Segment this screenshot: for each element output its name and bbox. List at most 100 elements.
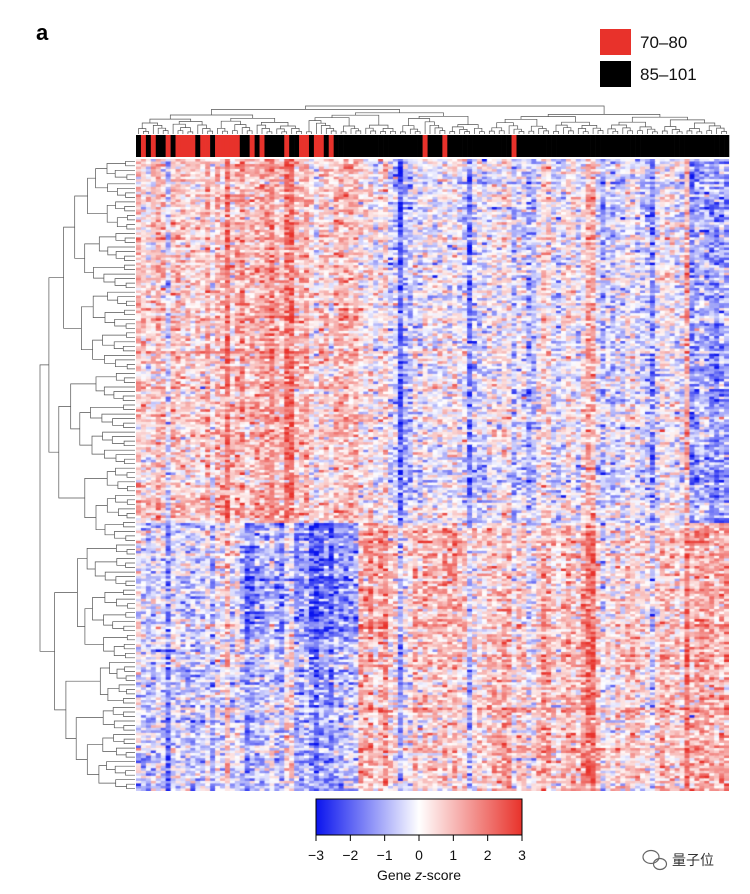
dendrogram-branch [266,131,273,134]
annotation-cell [363,135,369,157]
annotation-cell [719,135,725,157]
dendrogram-branch [115,373,135,381]
annotation-cell [714,135,720,157]
annotation-cell [531,135,537,157]
dendrogram-branch [118,684,135,693]
dendrogram-branch [370,130,377,134]
annotation-cell [491,135,498,157]
dendrogram-branch [116,558,135,566]
dendrogram-branch [434,127,443,134]
dendrogram-branch [169,114,254,120]
colorbar-tick-label: −3 [308,847,324,863]
dendrogram-branch [115,494,135,503]
dendrogram-branch [115,576,135,584]
dendrogram-branch [123,738,135,744]
dendrogram-branch [123,725,135,731]
dendrogram-branch [81,306,94,351]
annotation-cell [323,135,330,157]
dendrogram-branch [126,513,135,519]
dendrogram-branch [113,341,135,349]
dendrogram-branch [607,128,616,134]
dendrogram-branch [627,130,633,134]
dendrogram-branch [104,449,135,459]
annotation-cell [481,135,488,157]
dendrogram-branch [314,117,350,126]
annotation-cell [392,135,399,157]
annotation-cell [264,135,270,157]
dendrogram-branch [390,130,396,134]
dendrogram-branch [543,130,549,134]
dendrogram-branch [93,266,125,279]
dendrogram-branch [102,737,117,752]
annotation-cell [625,135,631,157]
dendrogram-branch [95,376,117,392]
dendrogram-branch [528,130,535,134]
dendrogram-branch [117,481,135,489]
dendrogram-branch [123,711,135,717]
dendrogram-branch [123,522,135,528]
annotation-cell [373,135,379,157]
dendrogram-branch [178,121,203,125]
dendrogram-branch [98,765,116,784]
dendrogram-branch [122,345,135,352]
annotation-cell [313,135,320,157]
dendrogram-branch [232,130,238,134]
annotation-cell [150,135,157,157]
dendrogram-branch [87,177,108,215]
dendrogram-branch [222,130,228,134]
dendrogram-branch [220,120,241,129]
dendrogram-branch [117,296,135,304]
dendrogram-branch [113,391,135,399]
annotation-cell [215,135,221,157]
dendrogram-branch [103,614,126,626]
annotation-cell [442,135,448,157]
dendrogram-branch [114,169,135,178]
annotation-cell [220,135,226,157]
dendrogram-branch [125,535,135,541]
dendrogram-branch [555,124,568,132]
dendrogram-branch [104,312,125,323]
annotation-cell [560,135,567,157]
dendrogram-branch [103,273,135,283]
colorbar-gradient [315,798,523,836]
dendrogram-branch [95,168,108,189]
dendrogram-branch [582,131,589,134]
annotation-cell [649,135,656,157]
annotation-cell [160,135,166,157]
annotation-cell [378,135,384,157]
annotation-cell [368,135,374,157]
dendrogram-branch [538,128,547,134]
dendrogram-branch [316,122,326,134]
annotation-cell [580,135,586,157]
annotation-cell [605,135,611,157]
annotation-cell [635,135,641,157]
dendrogram-branch [114,278,135,286]
annotation-cell [407,135,414,157]
dendrogram-branch [382,128,394,132]
annotation-cell [269,135,275,157]
dendrogram-branch [669,119,705,127]
dendrogram-branch [48,277,64,453]
annotation-cell [674,135,680,157]
annotation-cell [521,135,527,157]
dendrogram-branch [115,454,135,462]
annotation-cell [249,135,255,157]
dendrogram-branch [127,485,135,492]
dendrogram-branch [296,131,302,134]
dendrogram-branch [126,549,135,555]
dendrogram-branch [39,364,55,652]
dendrogram-branch [331,114,380,126]
legend-swatch-age-70-80 [600,29,631,55]
dendrogram-branch [126,783,135,790]
dendrogram-branch [92,295,108,318]
dendrogram-branch [409,128,419,134]
dendrogram-branch [126,499,135,505]
dendrogram-branch [124,237,135,243]
dendrogram-branch [95,505,108,531]
dendrogram-branch [92,597,105,621]
dendrogram-branch [124,206,135,212]
annotation-cell [229,135,236,157]
dendrogram-branch [125,160,135,167]
colorbar-title: Gene z-score [377,867,461,883]
dendrogram-branch [504,118,538,127]
